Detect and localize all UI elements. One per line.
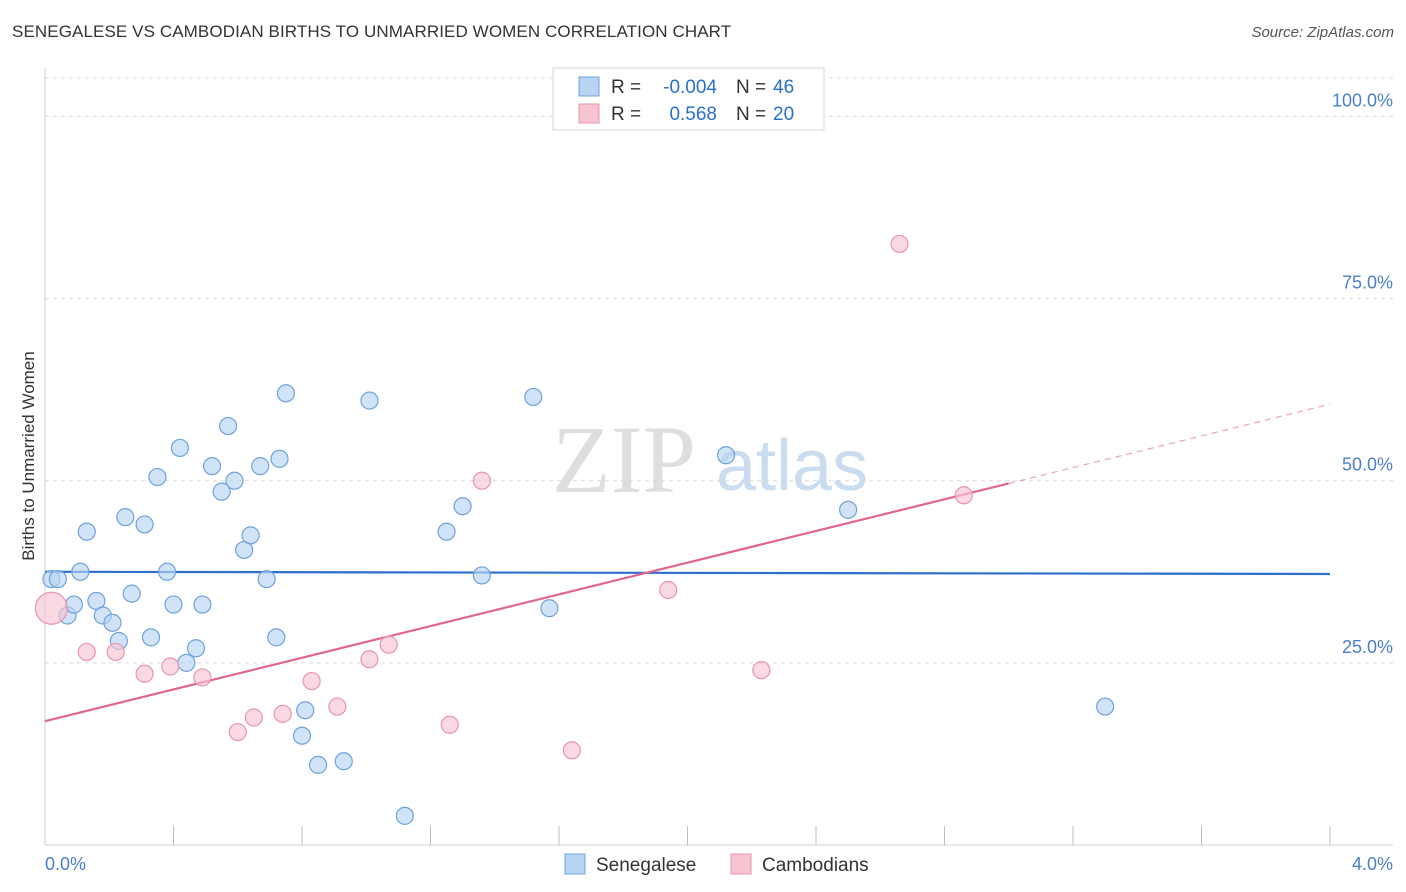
senegalese-point [716,446,736,465]
senegalese-point [186,639,206,658]
senegalese-point [267,628,286,647]
senegalese-point [472,566,491,585]
legend-swatch-cambodians [578,103,600,124]
senegalese-point [296,701,315,720]
legend-r-value-1: -0.004 [663,77,717,98]
cambodian-point [228,722,247,742]
senegalese-point [437,522,456,541]
data-points [34,234,1115,825]
senegalese-point [839,500,858,519]
senegalese-point [141,628,161,647]
cambodian-point [890,234,909,254]
senegalese-point [122,584,141,603]
cambodian-point [106,642,125,662]
senegalese-point [193,595,212,614]
trend-line-cambodians [44,482,1010,723]
y-tick-label: 50.0% [1342,455,1393,475]
senegalese-point [225,471,244,490]
senegalese-point [148,467,167,487]
senegalese-point [524,387,543,407]
senegalese-point [308,755,328,774]
senegalese-point [395,806,414,825]
senegalese-point [292,726,312,745]
y-tick-label: 100.0% [1332,90,1393,110]
senegalese-point [453,497,472,516]
stats-legend: R = -0.004 N = 46 R = 0.568 N = 20 [552,67,825,131]
senegalese-point [241,526,260,545]
senegalese-point [135,515,154,534]
senegalese-point [270,449,289,468]
y-axis-label: Births to Unmarried Women [19,351,38,560]
x-tick-label-min: 0.0% [45,854,86,874]
trend-line-senegalese [44,570,1331,576]
senegalese-point [334,752,353,771]
y-tick-label: 25.0% [1342,637,1393,657]
y-tick-label: 75.0% [1342,273,1393,293]
cambodian-point [659,580,678,600]
cambodian-point [752,661,771,680]
cambodian-point [193,668,212,687]
legend-n-value-2: 20 [773,104,794,125]
legend-r-label-1: R = [611,77,641,98]
cambodian-point [328,697,347,716]
gridlines [45,77,1393,664]
cambodian-point [360,650,379,669]
cambodian-point [77,642,96,662]
legend-n-label-2: N = [736,104,766,125]
axes [44,68,1393,846]
watermark-atlas: atlas [716,426,868,506]
senegalese-point [116,508,135,527]
legend-swatch-senegalese [578,76,600,97]
series-legend: Senegalese Cambodians [564,853,869,876]
cambodian-point [472,471,491,490]
senegalese-point [71,562,90,581]
senegalese-point [77,522,96,541]
cambodian-point [34,591,69,625]
senegalese-point [219,416,238,436]
cambodian-point [302,671,321,691]
cambodian-point [135,664,154,683]
trend-line-cambodians-extrapolated [1008,403,1331,485]
senegalese-point [164,595,183,614]
senegalese-point [103,613,122,632]
cambodian-point [161,657,180,676]
cambodian-point [954,486,973,505]
cambodian-point [440,715,459,734]
bottom-legend-swatch-cambodians [730,853,752,875]
legend-r-label-2: R = [611,104,641,125]
senegalese-point [170,438,190,458]
watermark-zip: ZIP [552,406,696,513]
bottom-legend-senegalese: Senegalese [596,855,696,876]
senegalese-point [1096,697,1115,716]
legend-n-label-1: N = [736,77,766,98]
senegalese-point [276,384,296,403]
legend-r-value-2: 0.568 [669,104,717,125]
senegalese-point [251,457,270,476]
senegalese-point [202,457,222,476]
tick-labels: 25.0% 50.0% 75.0% 100.0% 0.0% 4.0% [45,90,1393,874]
senegalese-point [157,562,177,581]
bottom-legend-cambodians: Cambodians [762,855,869,876]
senegalese-point [48,569,67,589]
senegalese-point [257,569,276,589]
cambodian-point [562,741,581,760]
legend-n-value-1: 46 [773,77,794,98]
source-credit: Source: ZipAtlas.com [1251,24,1394,41]
senegalese-point [177,653,196,672]
senegalese-point [64,595,84,614]
cambodian-point [273,704,292,723]
senegalese-point [360,391,379,410]
cambodian-point [244,708,263,727]
senegalese-point [212,482,231,501]
x-tick-label-max: 4.0% [1352,854,1393,874]
senegalese-point [540,599,559,618]
chart-title: SENEGALESE VS CAMBODIAN BIRTHS TO UNMARR… [12,22,732,41]
bottom-legend-swatch-senegalese [564,853,586,875]
cambodian-point [379,635,398,654]
